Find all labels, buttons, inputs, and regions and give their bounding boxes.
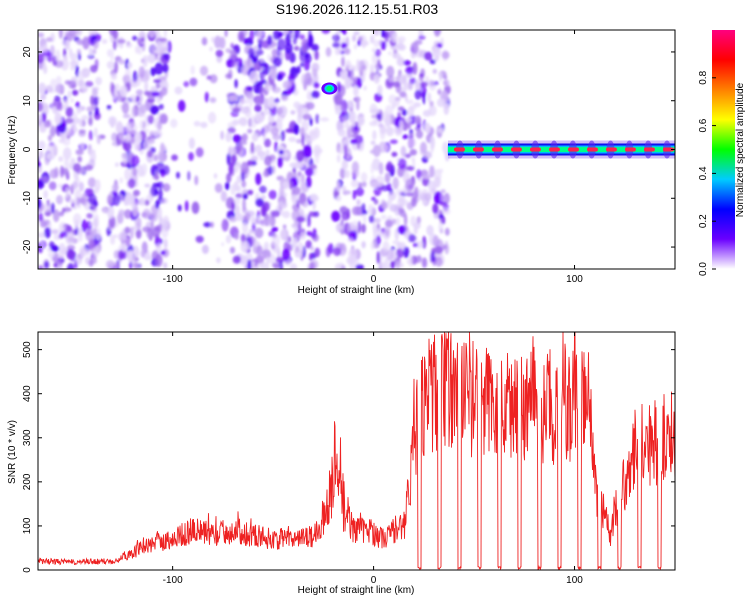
snr-x-axis-label: Height of straight line (km) [298,585,415,596]
y-tick-label: -20 [22,239,33,254]
snr-series-line [38,332,675,570]
y-tick-label: 0 [22,146,33,152]
colorbar-tick-label: 0.2 [698,214,709,228]
colorbar: 0.0 0.2 0.4 0.6 0.8 Normalized spectral ampl… [698,30,746,276]
figure-title: S196.2026.112.15.51.R03 [276,1,439,17]
snr-y-axis-label: SNR (10 * v/v) [7,420,18,484]
y-tick-label: 400 [22,385,33,402]
spectrogram-x-axis-label: Height of straight line (km) [298,285,415,296]
x-tick-label: -100 [163,274,183,285]
spectrogram-image [38,30,675,269]
colorbar-tick-label: 0.0 [698,262,709,276]
y-tick-label: 500 [22,341,33,358]
colorbar-gradient [712,30,735,269]
y-tick-label: 100 [22,517,33,534]
y-tick-label: 300 [22,429,33,446]
y-tick-label: 20 [22,46,33,58]
y-tick-label: 0 [22,567,33,573]
x-tick-label: -100 [163,575,183,586]
spectrogram-tone-band [447,140,675,159]
x-tick-label: 0 [371,575,377,586]
y-tick-label: 200 [22,473,33,490]
spectrogram-y-ticks: -20 -10 0 10 20 [22,46,675,254]
spectrogram-noise [38,30,451,269]
colorbar-ticks: 0.0 0.2 0.4 0.6 0.8 [698,70,716,276]
colorbar-label: Normalized spectral amplitude [735,82,746,217]
snr-panel: -100 0 100 0 100 200 300 400 500 Height of stra… [7,331,676,596]
snr-plot-area [38,332,675,570]
spectrogram-y-axis-label: Frequency (Hz) [7,116,18,185]
snr-y-ticks: 0 100 200 300 400 500 [22,341,675,573]
colorbar-tick-label: 0.8 [698,70,709,84]
snr-x-ticks: -100 0 100 [163,332,583,586]
x-tick-label: 0 [371,274,377,285]
colorbar-tick-label: 0.4 [698,166,709,180]
spectrogram-x-ticks: -100 0 100 [163,30,583,285]
colorbar-tick-label: 0.6 [698,118,709,132]
y-tick-label: 10 [22,95,33,107]
x-tick-label: 100 [566,274,583,285]
x-tick-label: 100 [566,575,583,586]
snr-frame [37,331,676,571]
y-tick-label: -10 [22,191,33,206]
